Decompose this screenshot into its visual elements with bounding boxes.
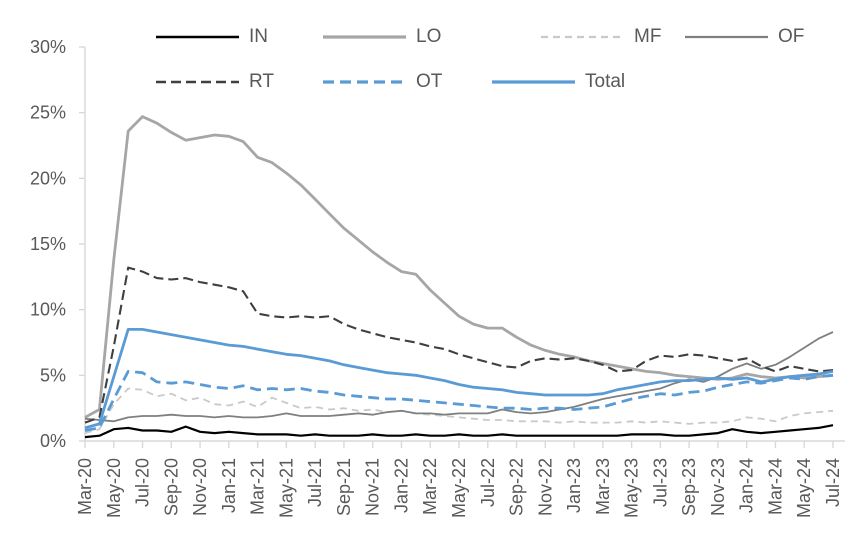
legend-line-sample <box>541 35 624 39</box>
x-tick-label: Jul-24 <box>823 458 843 507</box>
x-tick-label: Jul-20 <box>133 458 153 507</box>
y-tick-label: 15% <box>30 234 66 254</box>
legend-label: RT <box>249 71 274 92</box>
legend-item-lo: LO <box>322 26 441 48</box>
x-tick-label: Jan-24 <box>737 458 757 513</box>
series-line-of <box>84 331 834 423</box>
x-tick-label: Sep-20 <box>161 458 181 516</box>
legend-label: LO <box>416 26 442 47</box>
y-axis: 0% 5% 10% 15% 20% 25% 30% <box>30 37 85 451</box>
legend-label: IN <box>249 26 268 47</box>
y-tick-label: 25% <box>30 103 66 123</box>
series-line-lo <box>84 115 834 419</box>
chart-legend: IN LO MF OF RT OT Total <box>0 0 852 110</box>
x-tick-label: Sep-22 <box>507 458 527 516</box>
x-tick-label: Mar-21 <box>248 458 268 515</box>
x-tick-label: May-22 <box>449 458 469 518</box>
y-tick-label: 5% <box>40 365 66 385</box>
legend-item-rt: RT <box>155 71 274 93</box>
x-tick-label: May-24 <box>794 458 814 518</box>
x-tick-label: Nov-22 <box>535 458 555 516</box>
legend-line-sample <box>492 80 575 84</box>
legend-item-ot: OT <box>322 71 442 93</box>
series-line-total <box>84 327 834 430</box>
legend-item-of: OF <box>684 26 804 48</box>
x-tick-label: Sep-21 <box>334 458 354 516</box>
x-tick-label: Sep-23 <box>679 458 699 516</box>
x-tick-label: Jul-23 <box>650 458 670 507</box>
series-line-in <box>84 424 834 439</box>
x-tick-label: Nov-23 <box>708 458 728 516</box>
x-tick-label: May-23 <box>622 458 642 518</box>
x-tick-label: Mar-24 <box>765 458 785 515</box>
y-tick-label: 30% <box>30 37 66 57</box>
legend-label: Total <box>585 71 626 92</box>
legend-item-total: Total <box>491 71 625 93</box>
x-tick-label: Jul-21 <box>305 458 325 507</box>
x-tick-label: Jan-21 <box>219 458 239 513</box>
series-lines <box>84 115 834 439</box>
legend-label: MF <box>634 26 662 47</box>
legend-label: OT <box>416 71 443 92</box>
legend-line-sample <box>323 35 406 39</box>
legend-item-mf: MF <box>540 26 661 48</box>
legend-line-sample <box>156 80 239 84</box>
x-tick-label: May-21 <box>276 458 296 518</box>
legend-label: OF <box>778 26 805 47</box>
x-tick-label: Nov-21 <box>363 458 383 516</box>
legend-line-sample <box>323 80 406 84</box>
series-line-ot <box>84 369 834 432</box>
x-tick-label: Mar-23 <box>593 458 613 515</box>
series-line-mf <box>84 387 834 434</box>
x-tick-label: Nov-20 <box>190 458 210 516</box>
x-tick-label: Jul-22 <box>478 458 498 507</box>
y-tick-label: 0% <box>40 431 66 451</box>
legend-line-sample <box>156 35 239 39</box>
x-tick-label: Mar-20 <box>75 458 95 515</box>
legend-line-sample <box>685 35 768 39</box>
x-tick-label: May-20 <box>104 458 124 518</box>
x-tick-label: Jan-23 <box>564 458 584 513</box>
x-tick-label: Mar-22 <box>420 458 440 515</box>
y-tick-label: 10% <box>30 300 66 320</box>
x-tick-label: Jan-22 <box>391 458 411 513</box>
series-line-rt <box>84 266 834 424</box>
x-axis: Mar-20 May-20 Jul-20 Sep-20 Nov-20 Jan-21 Mar-… <box>75 441 843 518</box>
legend-item-in: IN <box>155 26 268 48</box>
y-tick-label: 20% <box>30 168 66 188</box>
